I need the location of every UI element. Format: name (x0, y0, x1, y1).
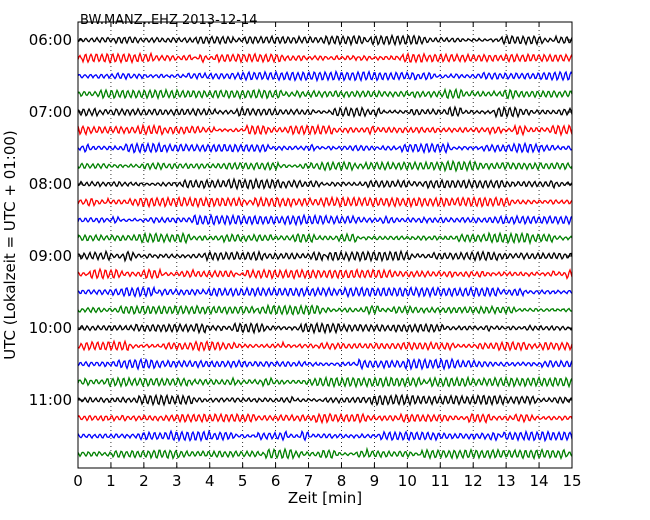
y-tick-label: 06:00 (29, 31, 72, 49)
seismogram-trace (77, 195, 573, 209)
seismogram-trace (77, 141, 573, 155)
x-tick-label: 15 (562, 472, 581, 490)
y-ticks: 06:00 07:00 08:00 09:00 10:00 11:00 (29, 31, 572, 409)
x-ticks: 0 1 2 3 4 5 6 7 8 9 10 11 12 13 14 15 (73, 22, 582, 490)
x-tick-label: 3 (172, 472, 182, 490)
traces (77, 33, 573, 461)
seismogram-trace (77, 213, 573, 227)
x-tick-label: 12 (464, 472, 483, 490)
seismogram-trace (77, 51, 573, 65)
x-tick-label: 7 (304, 472, 314, 490)
seismogram-trace (77, 429, 573, 443)
x-tick-label: 10 (398, 472, 417, 490)
seismogram-trace (77, 69, 573, 83)
y-tick-label: 10:00 (29, 319, 72, 337)
x-axis-label: Zeit [min] (288, 489, 362, 507)
y-tick-label: 08:00 (29, 175, 72, 193)
x-tick-label: 2 (139, 472, 149, 490)
plot-background (78, 22, 572, 468)
chart-title: BW.MANZ..EHZ 2013-12-14 (80, 13, 258, 28)
seismogram-trace (77, 231, 573, 246)
seismogram-trace (77, 339, 573, 352)
x-tick-label: 8 (337, 472, 347, 490)
x-tick-label: 11 (431, 472, 450, 490)
x-tick-label: 4 (205, 472, 215, 490)
seismogram-trace (77, 177, 573, 191)
seismogram-trace (77, 303, 573, 316)
seismogram-trace (77, 393, 573, 407)
seismogram-trace (77, 321, 573, 335)
seismogram-trace (77, 159, 573, 173)
seismogram-trace (77, 267, 573, 281)
y-tick-label: 09:00 (29, 247, 72, 265)
x-tick-label: 13 (497, 472, 516, 490)
seismogram-trace (77, 87, 573, 101)
x-tick-label: 0 (73, 472, 83, 490)
y-axis-label: UTC (Lokalzeit = UTC + 01:00) (1, 130, 19, 360)
seismogram-trace (77, 249, 573, 263)
y-tick-label: 11:00 (29, 391, 72, 409)
x-tick-label: 9 (370, 472, 380, 490)
x-tick-label: 6 (271, 472, 281, 490)
plot-frame (77, 21, 573, 469)
seismogram-trace (77, 285, 573, 299)
y-tick-label: 07:00 (29, 103, 72, 121)
seismogram-trace (77, 375, 573, 389)
seismogram-trace (77, 33, 573, 47)
x-tick-label: 1 (106, 472, 116, 490)
x-tick-label: 14 (530, 472, 549, 490)
seismogram-trace (77, 123, 573, 138)
seismogram-trace (77, 105, 573, 119)
seismogram-trace (77, 412, 573, 425)
seismogram-trace (77, 357, 573, 371)
x-tick-label: 5 (238, 472, 248, 490)
seismogram-trace (77, 446, 573, 461)
